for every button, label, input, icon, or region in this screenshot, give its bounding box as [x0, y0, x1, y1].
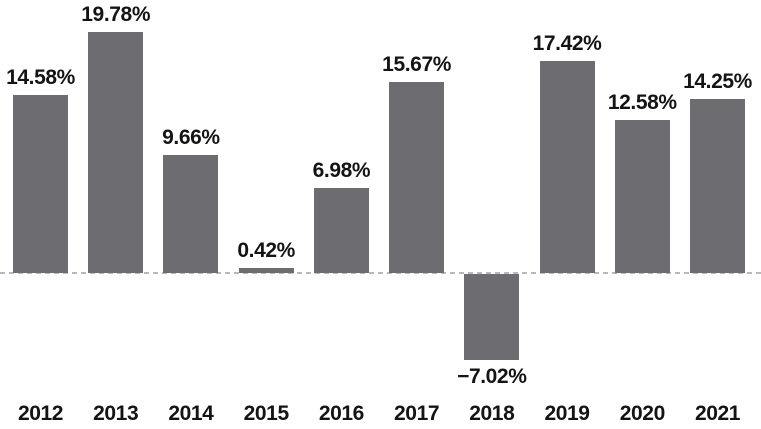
- bar-2020: [614, 119, 670, 273]
- bar-2015: [238, 267, 294, 273]
- bar-2021: [690, 99, 745, 273]
- bar-value-label-2021: 14.25%: [683, 70, 752, 94]
- x-axis-label-2012: 2012: [17, 402, 64, 425]
- bar-value-label-2019: 17.42%: [532, 31, 602, 55]
- x-axis-label-2016: 2016: [318, 402, 365, 425]
- x-axis-label-2015: 2015: [243, 402, 290, 425]
- bar-2016: [313, 187, 369, 273]
- bar-value-label-2018: −7.02%: [457, 364, 527, 388]
- bar-value-label-2017: 15.67%: [382, 52, 451, 76]
- x-axis-label-2021: 2021: [694, 402, 741, 425]
- bar-value-label-2016: 6.98%: [312, 158, 371, 182]
- x-axis-label-2014: 2014: [168, 402, 214, 425]
- x-axis-label-2020: 2020: [619, 402, 666, 425]
- bar-2017: [389, 81, 445, 273]
- bar-value-label-2013: 19.78%: [81, 2, 151, 26]
- bar-value-label-2014: 9.66%: [162, 126, 220, 150]
- bar-2019: [539, 60, 595, 273]
- x-axis-label-2018: 2018: [469, 402, 515, 425]
- bar-value-label-2020: 12.58%: [607, 90, 677, 114]
- bar-2018: [464, 274, 520, 360]
- x-axis-label-2019: 2019: [544, 402, 590, 425]
- bar-2014: [163, 155, 219, 273]
- bar-2012: [13, 95, 68, 273]
- bar-value-label-2015: 0.42%: [237, 238, 295, 262]
- x-axis-label-2013: 2013: [93, 402, 139, 425]
- zero-baseline: [0, 272, 761, 274]
- x-axis-label-2017: 2017: [394, 402, 440, 425]
- bar-2013: [88, 31, 144, 273]
- bar-value-label-2012: 14.58%: [6, 66, 75, 90]
